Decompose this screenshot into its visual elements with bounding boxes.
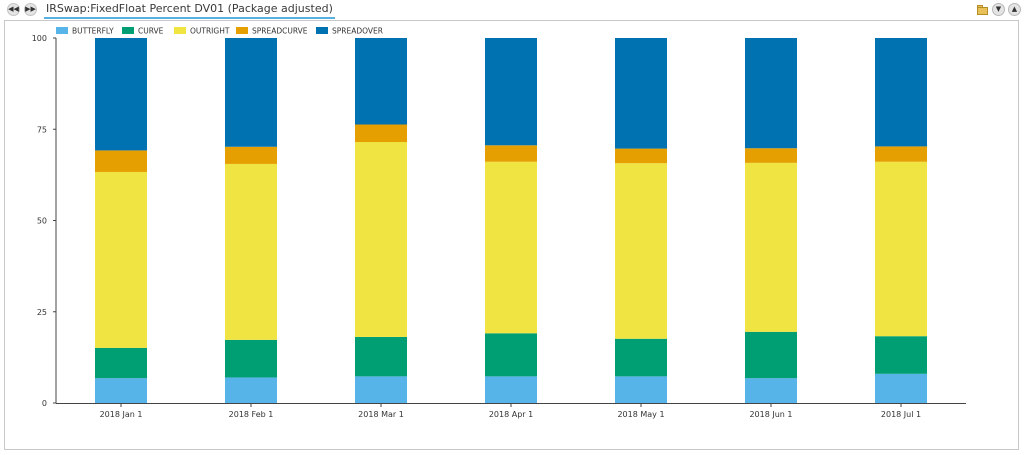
legend-label: OUTRIGHT [190, 27, 230, 36]
x-tick-label: 2018 Mar 1 [358, 410, 404, 419]
bar-segment-spreadcurve[interactable] [615, 148, 667, 164]
legend-item-curve[interactable]: CURVE [122, 27, 164, 36]
bar-segment-outright[interactable] [355, 142, 407, 337]
chart-panel: BUTTERFLY CURVE OUTRIGHT SPREADCURVE SPREADO… [4, 20, 1019, 450]
legend-label: SPREADOVER [332, 27, 383, 36]
bar-segment-outright[interactable] [875, 161, 927, 337]
bar-segment-butterfly[interactable] [875, 373, 927, 403]
bar-segment-spreadover[interactable] [225, 38, 277, 147]
bar-segment-spreadover[interactable] [485, 38, 537, 146]
x-tick-label: 2018 Jun 1 [749, 410, 792, 419]
bar-stack [615, 38, 667, 403]
bar-segment-outright[interactable] [95, 171, 147, 348]
legend-swatch [236, 27, 248, 34]
x-tick-label: 2018 Jul 1 [881, 410, 921, 419]
y-tick-label: 25 [37, 308, 47, 317]
bar-stack [355, 38, 407, 403]
x-tick-label: 2018 Jan 1 [100, 410, 143, 419]
x-tick-label: 2018 Apr 1 [489, 410, 533, 419]
axes: 0 25 50 75 100 2018 Jan 1 2018 Feb 1 2018 Mar 1… [32, 34, 966, 419]
bar-segment-butterfly[interactable] [615, 376, 667, 403]
bar-segment-curve[interactable] [615, 338, 667, 377]
bar-segment-spreadcurve[interactable] [875, 146, 927, 162]
bar-segment-spreadcurve[interactable] [225, 146, 277, 164]
fast-forward-icon[interactable]: ▶▶ [24, 3, 37, 16]
expand-icon[interactable]: ▲ [1008, 3, 1021, 16]
legend-swatch [174, 27, 186, 34]
legend: BUTTERFLY CURVE OUTRIGHT SPREADCURVE SPREADO… [56, 27, 383, 36]
bar-segment-curve[interactable] [875, 336, 927, 374]
y-tick-label: 0 [42, 399, 47, 408]
x-tick-label: 2018 May 1 [617, 410, 664, 419]
collapse-icon[interactable]: ▼ [992, 3, 1005, 16]
bar-segment-spreadcurve[interactable] [745, 148, 797, 163]
legend-item-outright[interactable]: OUTRIGHT [174, 27, 230, 36]
y-tick-label: 100 [32, 34, 47, 43]
bar-stack [95, 38, 147, 403]
chart-header: ◀◀ ▶▶ IRSwap:FixedFloat Percent DV01 (Pa… [0, 0, 1024, 22]
chart-title-tab[interactable]: IRSwap:FixedFloat Percent DV01 (Package … [44, 2, 335, 19]
bar-segment-spreadcurve[interactable] [355, 124, 407, 143]
legend-label: SPREADCURVE [252, 27, 308, 36]
bar-segment-spreadover[interactable] [355, 38, 407, 125]
legend-swatch [56, 27, 68, 34]
legend-item-butterfly[interactable]: BUTTERFLY [56, 27, 114, 36]
bars [95, 38, 927, 403]
bar-segment-butterfly[interactable] [745, 378, 797, 403]
rewind-icon[interactable]: ◀◀ [7, 3, 20, 16]
bar-segment-spreadover[interactable] [875, 38, 927, 147]
bar-segment-spreadover[interactable] [615, 38, 667, 149]
legend-label: BUTTERFLY [72, 27, 114, 36]
bar-segment-curve[interactable] [95, 347, 147, 379]
bar-stack [875, 38, 927, 403]
stacked-bar-chart: BUTTERFLY CURVE OUTRIGHT SPREADCURVE SPREADO… [32, 27, 966, 419]
bar-segment-butterfly[interactable] [225, 377, 277, 403]
bar-segment-butterfly[interactable] [485, 376, 537, 403]
legend-item-spreadcurve[interactable]: SPREADCURVE [236, 27, 308, 36]
y-tick-label: 75 [37, 125, 47, 134]
legend-item-spreadover[interactable]: SPREADOVER [316, 27, 383, 36]
bar-segment-outright[interactable] [485, 161, 537, 334]
bar-stack [745, 38, 797, 403]
legend-swatch [316, 27, 328, 34]
bar-segment-curve[interactable] [355, 336, 407, 377]
x-tick-label: 2018 Feb 1 [229, 410, 274, 419]
bar-segment-spreadover[interactable] [95, 38, 147, 151]
bar-segment-butterfly[interactable] [95, 378, 147, 403]
legend-swatch [122, 27, 134, 34]
bar-segment-spreadcurve[interactable] [485, 145, 537, 162]
bar-segment-curve[interactable] [225, 339, 277, 378]
bar-segment-outright[interactable] [745, 162, 797, 332]
bar-segment-curve[interactable] [485, 333, 537, 377]
bar-stack [225, 38, 277, 403]
bar-segment-butterfly[interactable] [355, 376, 407, 403]
bar-segment-spreadcurve[interactable] [95, 150, 147, 172]
folder-icon[interactable] [976, 3, 989, 16]
legend-label: CURVE [138, 27, 164, 36]
y-tick-label: 50 [37, 217, 47, 226]
bar-stack [485, 38, 537, 403]
bar-segment-curve[interactable] [745, 331, 797, 379]
bar-segment-outright[interactable] [615, 163, 667, 339]
bar-segment-spreadover[interactable] [745, 38, 797, 149]
bar-segment-outright[interactable] [225, 163, 277, 340]
